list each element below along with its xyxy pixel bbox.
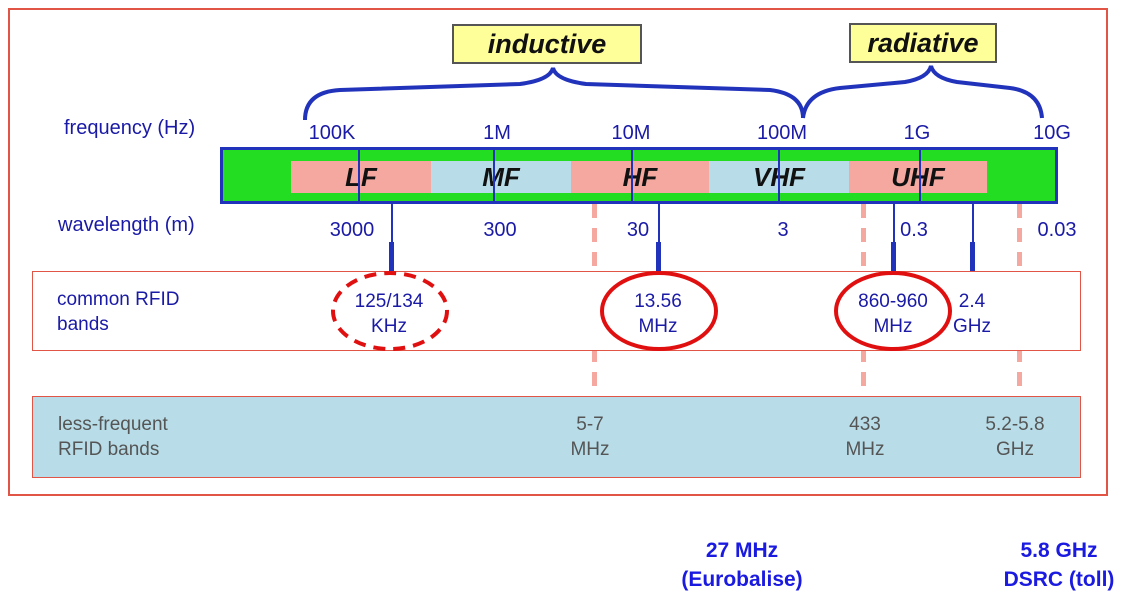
freq-tick-10g: 10G [1033, 122, 1071, 144]
decade-divider [631, 150, 633, 201]
freq-tick-1m: 1M [483, 122, 511, 144]
marker-2-4ghz [970, 242, 975, 282]
band-mf: MF [431, 161, 571, 193]
marker-thin-line [658, 204, 660, 244]
common-rfid-label: common RFID bands [57, 289, 180, 335]
less-band-5-7mhz: 5-7 MHz [570, 414, 610, 460]
circle-13mhz [600, 271, 718, 351]
marker-thin-line [391, 204, 393, 244]
inductive-brace [303, 67, 805, 121]
common-band-125khz: 125/134 KHz [354, 291, 424, 337]
freq-tick-10m: 10M [611, 122, 651, 144]
common-band-2-4ghz: 2.4 GHz [953, 291, 991, 337]
circle-860mhz [834, 271, 952, 351]
less-band-5-2ghz: 5.2-5.8 GHz [985, 414, 1045, 460]
common-band-860mhz: 860-960 MHz [858, 291, 928, 337]
radiative-label: radiative [849, 23, 997, 63]
common-band-13mhz: 13.56 MHz [634, 291, 682, 337]
band-uhf: UHF [849, 161, 987, 193]
freq-tick-100m: 100M [756, 122, 808, 144]
marker-125khz [389, 242, 394, 272]
radiative-brace [801, 65, 1044, 119]
dsrc-toll-note: 5.8 GHz DSRC (toll) [1003, 539, 1115, 591]
frequency-axis-label: frequency (Hz) [64, 117, 196, 139]
diagram-frame [8, 8, 1108, 496]
eurobalise-note: 27 MHz (Eurobalise) [681, 539, 803, 591]
less-band-433mhz: 433 MHz [845, 414, 885, 460]
marker-13mhz [656, 242, 661, 272]
decade-divider [778, 150, 780, 201]
wavelength-tick-30: 30 [626, 219, 650, 241]
dashed-circle-125khz [331, 271, 449, 351]
wavelength-tick-3000: 3000 [329, 219, 375, 241]
wavelength-tick-3: 3 [777, 219, 789, 241]
wavelength-tick-300: 300 [483, 219, 517, 241]
wavelength-tick-0-03: 0.03 [1037, 219, 1077, 241]
band-lf: LF [291, 161, 431, 193]
band-hf: HF [571, 161, 709, 193]
decade-divider [358, 150, 360, 201]
less-frequent-label: less-frequent RFID bands [58, 414, 168, 460]
freq-tick-1g: 1G [903, 122, 931, 144]
decade-divider [493, 150, 495, 201]
inductive-label: inductive [452, 24, 642, 64]
common-rfid-box [32, 271, 1081, 351]
less-frequent-box [32, 396, 1081, 478]
decade-divider [919, 150, 921, 201]
wavelength-tick-0-3: 0.3 [900, 219, 928, 241]
marker-thin-line [972, 204, 974, 244]
wavelength-axis-label: wavelength (m) [58, 214, 195, 236]
freq-tick-100k: 100K [308, 122, 356, 144]
marker-900mhz [891, 242, 896, 272]
marker-thin-line [893, 204, 895, 244]
